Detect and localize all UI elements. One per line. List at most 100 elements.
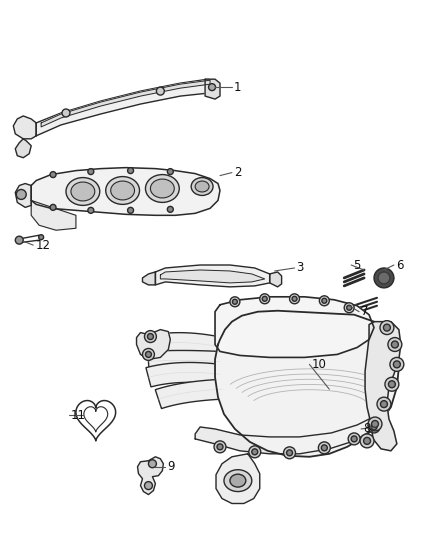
- Circle shape: [374, 268, 394, 288]
- Circle shape: [167, 206, 173, 212]
- Circle shape: [214, 441, 226, 453]
- Ellipse shape: [195, 181, 209, 192]
- Polygon shape: [15, 139, 31, 158]
- Polygon shape: [195, 414, 384, 454]
- Circle shape: [127, 207, 134, 213]
- Circle shape: [390, 358, 404, 372]
- Circle shape: [388, 337, 402, 351]
- Ellipse shape: [150, 179, 174, 198]
- Polygon shape: [31, 200, 76, 230]
- Ellipse shape: [66, 177, 100, 205]
- Circle shape: [88, 207, 94, 213]
- Text: 3: 3: [297, 262, 304, 274]
- Circle shape: [383, 324, 390, 331]
- Polygon shape: [215, 297, 374, 358]
- Circle shape: [347, 305, 352, 310]
- Circle shape: [262, 296, 267, 301]
- Circle shape: [260, 294, 270, 304]
- Polygon shape: [36, 79, 215, 136]
- Text: 6: 6: [396, 259, 403, 271]
- Circle shape: [360, 434, 374, 448]
- Circle shape: [156, 87, 164, 95]
- Text: 10: 10: [311, 358, 326, 371]
- Circle shape: [380, 321, 394, 335]
- Circle shape: [319, 296, 329, 306]
- Circle shape: [62, 109, 70, 117]
- Circle shape: [334, 311, 344, 321]
- Ellipse shape: [224, 470, 252, 491]
- Circle shape: [286, 450, 293, 456]
- Circle shape: [233, 300, 237, 304]
- Circle shape: [351, 436, 357, 442]
- Circle shape: [148, 334, 153, 340]
- Polygon shape: [13, 116, 36, 139]
- Ellipse shape: [111, 181, 134, 200]
- Circle shape: [344, 303, 354, 313]
- Polygon shape: [148, 351, 220, 372]
- Circle shape: [368, 417, 382, 431]
- Text: 8: 8: [363, 423, 371, 435]
- Circle shape: [148, 460, 156, 468]
- Circle shape: [50, 204, 56, 211]
- Text: 2: 2: [234, 166, 241, 179]
- Circle shape: [145, 482, 152, 490]
- Text: 7: 7: [361, 305, 369, 318]
- Polygon shape: [41, 80, 210, 127]
- Circle shape: [385, 377, 399, 391]
- Circle shape: [145, 351, 152, 358]
- Polygon shape: [270, 272, 282, 287]
- Polygon shape: [76, 401, 116, 441]
- Circle shape: [368, 421, 380, 433]
- Circle shape: [381, 401, 388, 408]
- Polygon shape: [155, 265, 270, 287]
- Ellipse shape: [145, 175, 179, 203]
- Circle shape: [39, 235, 44, 240]
- Polygon shape: [15, 183, 31, 207]
- Circle shape: [50, 172, 56, 177]
- Circle shape: [378, 272, 390, 284]
- Circle shape: [16, 190, 26, 199]
- Circle shape: [217, 444, 223, 450]
- Circle shape: [230, 297, 240, 307]
- Circle shape: [292, 296, 297, 301]
- Polygon shape: [137, 329, 170, 359]
- Polygon shape: [205, 79, 220, 99]
- Circle shape: [322, 298, 327, 303]
- Circle shape: [348, 433, 360, 445]
- Ellipse shape: [191, 177, 213, 196]
- Text: 5: 5: [353, 259, 360, 271]
- Text: 11: 11: [71, 409, 86, 422]
- Circle shape: [15, 236, 23, 244]
- Polygon shape: [160, 270, 265, 283]
- Ellipse shape: [230, 474, 246, 487]
- Circle shape: [142, 349, 155, 360]
- Circle shape: [249, 446, 261, 458]
- Text: 12: 12: [35, 239, 50, 252]
- Polygon shape: [31, 168, 220, 215]
- Polygon shape: [155, 379, 223, 409]
- Circle shape: [290, 294, 300, 304]
- Ellipse shape: [106, 176, 140, 204]
- Circle shape: [371, 424, 377, 430]
- Circle shape: [208, 84, 215, 91]
- Polygon shape: [138, 457, 163, 495]
- Polygon shape: [216, 454, 260, 504]
- Circle shape: [145, 330, 156, 343]
- Polygon shape: [146, 362, 221, 387]
- Circle shape: [377, 397, 391, 411]
- Circle shape: [252, 449, 258, 455]
- Circle shape: [88, 168, 94, 175]
- Polygon shape: [365, 321, 401, 451]
- Circle shape: [318, 442, 330, 454]
- Text: 9: 9: [167, 460, 175, 473]
- Circle shape: [389, 381, 396, 387]
- Circle shape: [393, 361, 400, 368]
- Circle shape: [364, 438, 371, 445]
- Ellipse shape: [71, 182, 95, 201]
- Circle shape: [127, 168, 134, 174]
- Polygon shape: [154, 333, 224, 357]
- Circle shape: [371, 421, 378, 427]
- Circle shape: [283, 447, 296, 459]
- Circle shape: [392, 341, 398, 348]
- Circle shape: [321, 445, 327, 451]
